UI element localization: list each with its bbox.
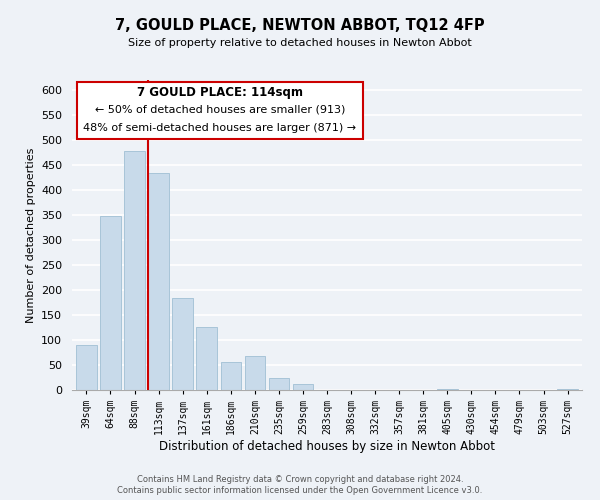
Bar [269,378,289,390]
Bar [245,356,265,390]
Text: 7, GOULD PLACE, NEWTON ABBOT, TQ12 4FP: 7, GOULD PLACE, NEWTON ABBOT, TQ12 4FP [115,18,485,32]
X-axis label: Distribution of detached houses by size in Newton Abbot: Distribution of detached houses by size … [159,440,495,453]
Y-axis label: Number of detached properties: Number of detached properties [26,148,35,322]
Text: ← 50% of detached houses are smaller (913): ← 50% of detached houses are smaller (91… [95,105,345,115]
Text: Contains public sector information licensed under the Open Government Licence v3: Contains public sector information licen… [118,486,482,495]
Text: Size of property relative to detached houses in Newton Abbot: Size of property relative to detached ho… [128,38,472,48]
Text: Contains HM Land Registry data © Crown copyright and database right 2024.: Contains HM Land Registry data © Crown c… [137,475,463,484]
FancyBboxPatch shape [77,82,363,139]
Bar [172,298,193,390]
Bar [196,327,217,390]
Bar [221,362,241,390]
Text: 48% of semi-detached houses are larger (871) →: 48% of semi-detached houses are larger (… [83,124,356,134]
Bar [293,384,313,390]
Bar [100,216,121,390]
Bar [148,172,169,390]
Bar [76,345,97,390]
Bar [437,388,458,390]
Bar [557,388,578,390]
Bar [124,151,145,390]
Text: 7 GOULD PLACE: 114sqm: 7 GOULD PLACE: 114sqm [137,86,303,99]
